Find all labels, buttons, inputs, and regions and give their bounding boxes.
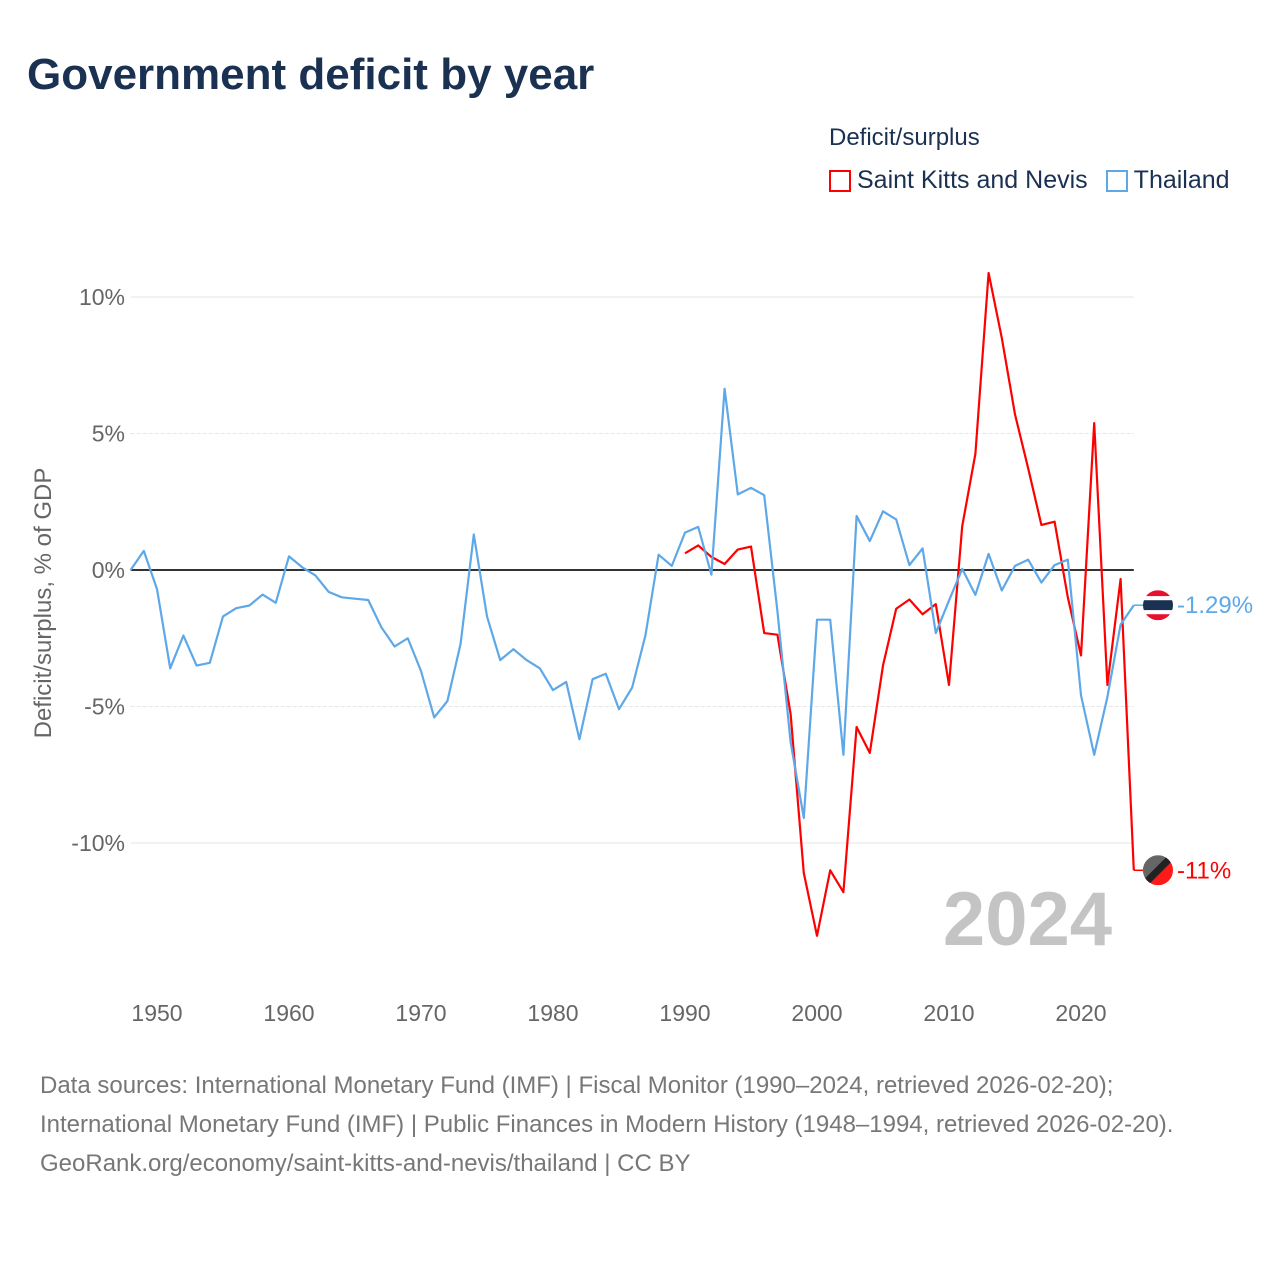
y-tick-label: -5% bbox=[84, 694, 125, 720]
y-tick-label: 10% bbox=[79, 284, 125, 310]
end-value-label: -11% bbox=[1177, 857, 1231, 884]
footer: Data sources: International Monetary Fun… bbox=[40, 1066, 1240, 1183]
x-tick-label: 1970 bbox=[395, 1000, 446, 1026]
series-line-saint-kitts-and-nevis bbox=[684, 271, 1135, 937]
legend-label: Thailand bbox=[1133, 166, 1230, 194]
y-tick-label: 0% bbox=[92, 557, 125, 583]
y-tick-label: -10% bbox=[71, 830, 125, 856]
saint-kitts-flag-icon bbox=[1143, 855, 1173, 886]
end-value-label: -1.29% bbox=[1177, 592, 1253, 619]
thailand-flag-icon bbox=[1143, 590, 1173, 621]
legend-swatch-thailand bbox=[1105, 169, 1128, 192]
data-sources: Data sources: International Monetary Fun… bbox=[40, 1072, 1174, 1138]
legend-label: Saint Kitts and Nevis bbox=[857, 166, 1088, 194]
x-tick-label: 1980 bbox=[527, 1000, 578, 1026]
x-tick-label: 1960 bbox=[263, 1000, 314, 1026]
year-watermark: 2024 bbox=[943, 877, 1112, 962]
x-tick-label: 2010 bbox=[923, 1000, 974, 1026]
legend-item-thailand[interactable]: Thailand bbox=[1105, 166, 1230, 195]
x-tick-label: 2000 bbox=[791, 1000, 842, 1026]
legend-swatch-saint-kitts bbox=[829, 169, 851, 192]
x-tick-label: 1950 bbox=[131, 1000, 182, 1026]
legend-item-saint-kitts[interactable]: Saint Kitts and Nevis bbox=[829, 166, 1088, 195]
series-line-thailand bbox=[129, 387, 1135, 819]
legend: Saint Kitts and Nevis Thailand bbox=[829, 166, 1230, 195]
y-tick-label: 5% bbox=[92, 421, 125, 447]
x-tick-label: 2020 bbox=[1055, 1000, 1106, 1026]
page-title: Government deficit by year bbox=[27, 50, 595, 99]
credit-link[interactable]: GeoRank.org/economy/saint-kitts-and-nevi… bbox=[40, 1150, 691, 1177]
legend-title: Deficit/surplus bbox=[829, 124, 980, 151]
y-axis-label: Deficit/surplus, % of GDP bbox=[30, 468, 57, 739]
x-tick-label: 1990 bbox=[659, 1000, 710, 1026]
